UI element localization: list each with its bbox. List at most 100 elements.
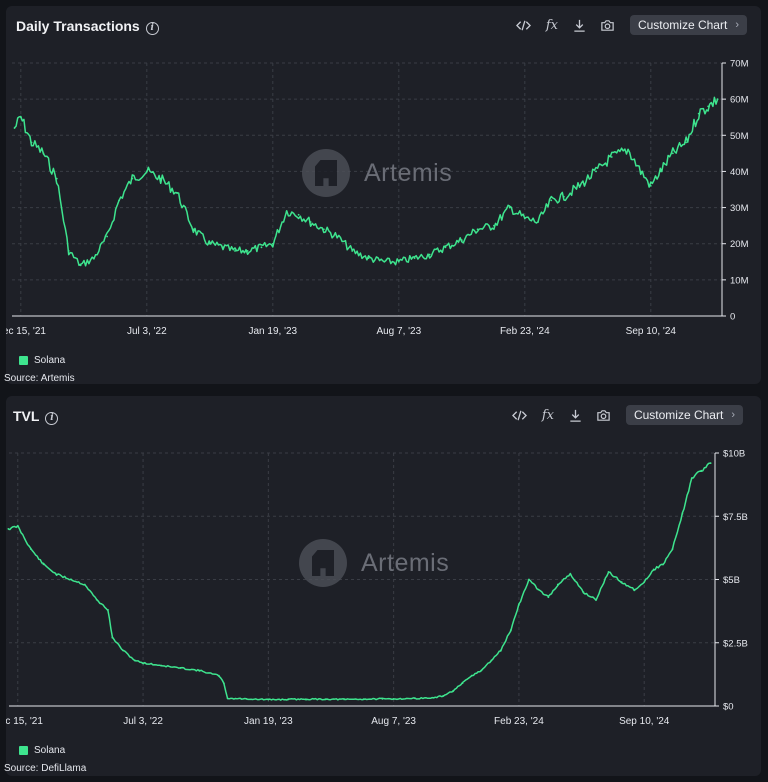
data-point — [432, 697, 435, 699]
data-point — [652, 568, 655, 571]
x-tick-label: Dec 15, '21 — [6, 326, 46, 337]
y-tick-label: 50M — [730, 131, 749, 142]
data-point — [343, 698, 346, 701]
info-icon[interactable]: i — [145, 22, 159, 35]
data-point — [322, 228, 325, 231]
x-tick-label: Dec 15, '21 — [6, 716, 43, 727]
data-point — [550, 199, 553, 202]
data-point — [19, 116, 22, 119]
x-tick-label: Jul 3, '22 — [127, 326, 167, 337]
function-icon[interactable]: fx — [545, 17, 559, 33]
data-point — [595, 598, 597, 601]
data-point — [176, 192, 178, 195]
data-point — [480, 669, 483, 672]
customize-chart-button[interactable]: Customize Chart › — [625, 405, 743, 425]
data-point — [537, 221, 539, 223]
data-point — [452, 689, 455, 692]
customize-chart-button[interactable]: Customize Chart › — [629, 15, 747, 35]
data-point — [578, 184, 581, 187]
data-point — [547, 596, 550, 599]
data-point — [633, 588, 636, 591]
data-point — [461, 682, 464, 685]
x-tick-label: Sep 10, '24 — [626, 326, 677, 337]
legend-item-solana[interactable]: Solana — [19, 355, 65, 366]
x-tick-label: Aug 7, '23 — [371, 716, 416, 727]
download-icon[interactable] — [562, 405, 590, 425]
legend-item-solana[interactable]: Solana — [19, 745, 65, 756]
data-point — [222, 682, 225, 685]
data-point — [285, 210, 288, 213]
data-point — [106, 235, 109, 238]
data-point — [367, 257, 370, 260]
data-point — [392, 698, 395, 700]
camera-icon[interactable] — [590, 405, 618, 425]
x-tick-label: Jul 3, '22 — [123, 716, 163, 727]
x-tick-label: Jan 19, '23 — [249, 326, 298, 337]
y-tick-label: $5B — [723, 575, 740, 586]
data-point — [643, 581, 646, 583]
y-tick-label: 70M — [730, 59, 749, 70]
x-tick-label: Feb 23, '24 — [494, 716, 544, 727]
chevron-right-icon: › — [731, 409, 735, 421]
data-point — [700, 469, 703, 472]
data-point — [7, 528, 10, 530]
data-point — [413, 257, 416, 260]
data-point — [490, 659, 493, 662]
chevron-right-icon: › — [735, 19, 739, 31]
data-point — [508, 206, 511, 209]
camera-icon[interactable] — [594, 15, 622, 35]
data-point — [537, 588, 540, 591]
function-icon[interactable]: fx — [541, 407, 555, 423]
data-point — [662, 563, 664, 566]
data-point — [351, 250, 354, 252]
series-line-solana — [8, 462, 711, 701]
data-point — [383, 260, 386, 263]
data-point — [471, 674, 473, 677]
data-point — [131, 177, 134, 180]
y-tick-label: $0 — [723, 702, 734, 713]
data-point — [671, 152, 674, 155]
download-icon[interactable] — [566, 15, 594, 35]
tvl-chart: Dec 15, '21 Jul 3, '22 Jan 19, '23 Aug 7, '… — [6, 449, 748, 728]
data-point — [582, 591, 585, 594]
data-point — [414, 697, 416, 700]
data-point — [428, 253, 431, 256]
artemis-logo-icon — [302, 149, 350, 197]
y-tick-label: 60M — [730, 95, 749, 106]
data-point — [145, 170, 148, 173]
data-point — [92, 257, 95, 260]
data-point — [442, 694, 445, 697]
data-point — [627, 148, 630, 151]
data-point — [159, 177, 162, 180]
x-tick-label: Sep 10, '24 — [619, 716, 670, 727]
data-point — [208, 242, 211, 245]
info-icon[interactable]: i — [45, 412, 59, 425]
data-point — [523, 217, 526, 220]
y-tick-label: 10M — [730, 275, 749, 286]
data-point — [83, 583, 86, 586]
data-point — [134, 659, 136, 662]
data-point — [381, 698, 384, 700]
data-point — [198, 669, 201, 672]
code-icon[interactable] — [506, 405, 534, 425]
data-point — [569, 573, 572, 576]
data-point — [639, 170, 642, 173]
data-point — [142, 662, 144, 664]
data-point — [79, 264, 82, 267]
data-point — [499, 649, 502, 652]
data-point — [685, 141, 687, 144]
data-point — [55, 177, 58, 180]
data-point — [620, 581, 623, 583]
data-point — [287, 698, 290, 701]
code-icon[interactable] — [510, 15, 538, 35]
y-tick-label: 30M — [730, 203, 749, 214]
data-point — [649, 184, 652, 187]
data-point — [245, 698, 248, 700]
data-point — [30, 548, 32, 551]
data-point — [297, 213, 300, 216]
artemis-watermark: Artemis — [302, 149, 452, 197]
artemis-logo-icon — [299, 539, 347, 587]
x-tick-label: Feb 23, '24 — [500, 326, 550, 337]
data-point — [55, 573, 58, 576]
